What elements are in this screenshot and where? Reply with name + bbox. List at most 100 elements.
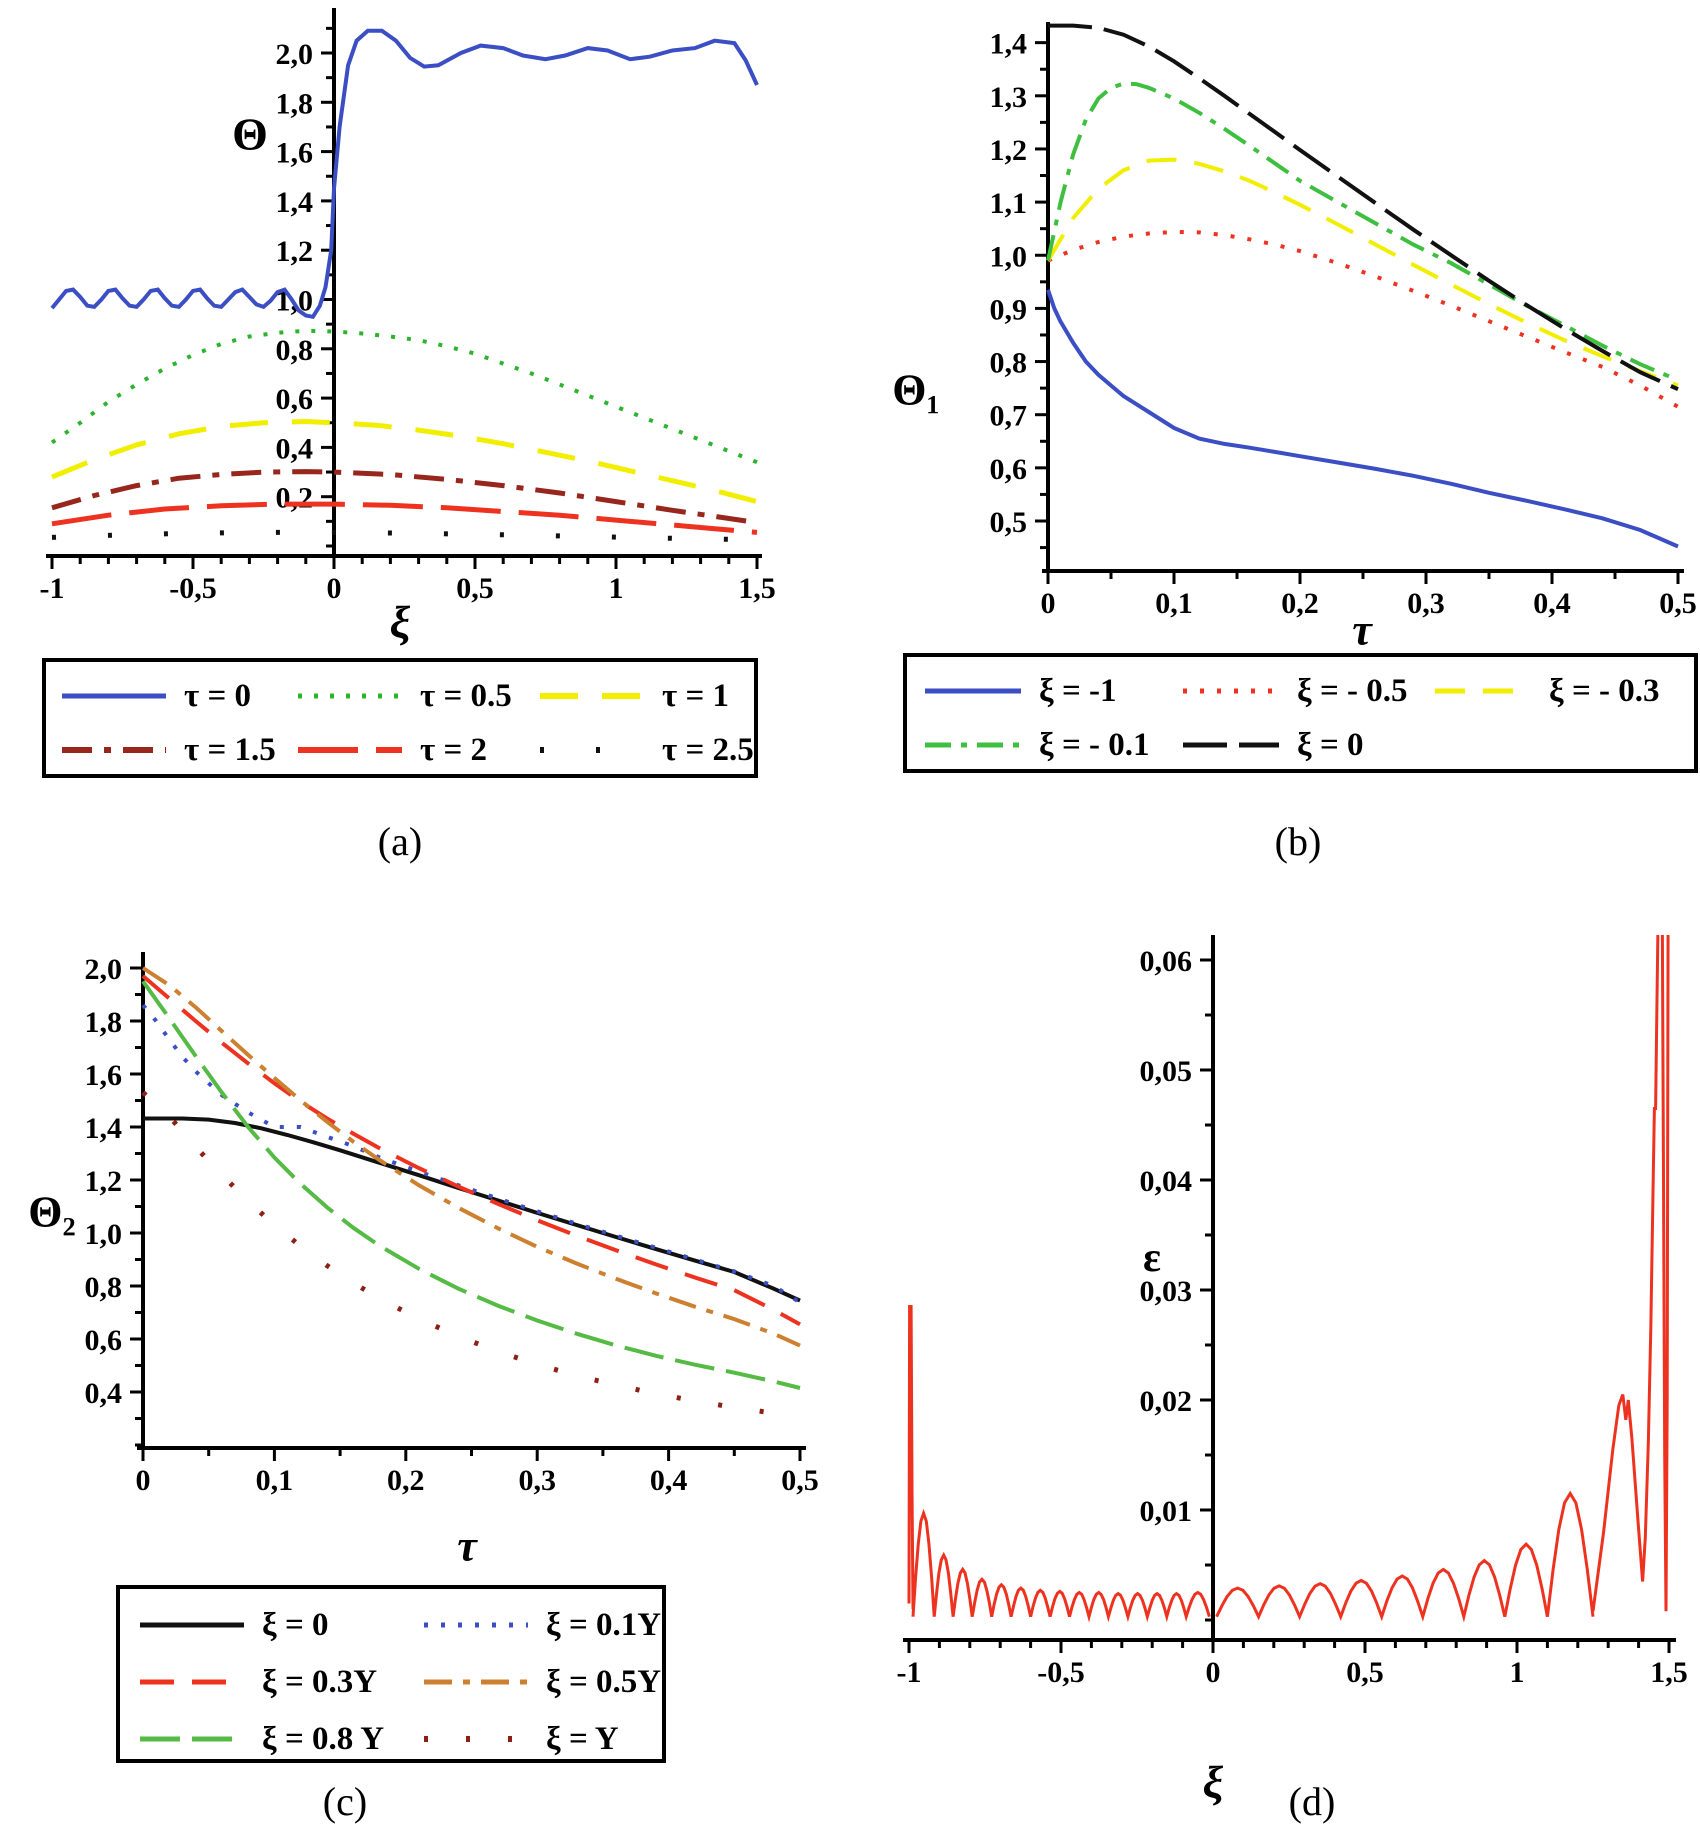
- legend-item-label: ξ = 0: [262, 1606, 329, 1643]
- y-tick-label: 1,2: [990, 134, 1028, 167]
- legend-item-label: ξ = - 0.1: [1039, 726, 1150, 763]
- legend-item-label: τ = 2.5: [662, 731, 754, 768]
- y-tick-label: 0,03: [1140, 1275, 1193, 1308]
- y-tick-label: 2,0: [276, 38, 314, 71]
- x-tick-label: 0,4: [1533, 587, 1571, 620]
- legend-line-sample: [925, 688, 1021, 694]
- y-tick-label: 0,06: [1140, 945, 1193, 978]
- x-tick-label: 0,5: [1346, 1656, 1384, 1689]
- x-tick-label: 0,2: [1281, 587, 1319, 620]
- legend-item-label: ξ = 0.1Υ: [546, 1606, 662, 1643]
- y-tick-label: 1,0: [990, 240, 1028, 273]
- series-c-5: [141, 1090, 801, 1420]
- legend-line-sample: [925, 742, 1021, 748]
- legend-item-c-5: ξ = Υ: [422, 1719, 619, 1759]
- legend-item-a-1: τ = 0.5: [296, 676, 512, 716]
- x-tick-label: 0: [327, 572, 342, 605]
- x-tick-label: 0,3: [1407, 587, 1445, 620]
- legend-item-b-0: ξ = -1: [923, 671, 1117, 711]
- legend-line-sample: [62, 747, 166, 753]
- panel-d: -1 -0,5 0 0,5 1 1,5 0,01 0,02 0,03 0,04 0,05 0,06: [897, 935, 1688, 1689]
- legend-item-label: ξ = - 0.5: [1297, 672, 1408, 709]
- y-tick-label: 1,6: [276, 137, 314, 170]
- legend-line-sample: [424, 1736, 528, 1742]
- series-b-0: [1046, 289, 1679, 549]
- x-tick-label: 0: [1206, 1656, 1221, 1689]
- series-c-3: [141, 966, 801, 1348]
- panel-c: 0 0,1 0,2 0,3 0,4 0,5 0,4 0,6 0,8 1,0 1,2 1,4 1,6 1,8…: [85, 952, 819, 1497]
- y-tick-label: 0,4: [276, 432, 314, 465]
- series-a-3: [51, 469, 758, 526]
- x-tick-label: 0,5: [1659, 587, 1697, 620]
- legend-line-sample: [424, 1622, 528, 1628]
- legend-item-a-5: τ = 2.5: [538, 730, 754, 770]
- panel-b: 0 0,1 0,2 0,3 0,4 0,5 0,5 0,6 0,7 0,8 0,9 1,0 1,1 1,2…: [990, 22, 1697, 620]
- x-tick-label: 0,1: [1155, 587, 1193, 620]
- y-tick-label: 0,6: [276, 383, 314, 416]
- y-axis-label-epsilon: ε: [1143, 1235, 1161, 1281]
- series-c-0: [143, 1116, 801, 1303]
- y-tick-label: 0,02: [1140, 1385, 1193, 1418]
- series-b-2: [1046, 157, 1679, 388]
- series-d-0: [907, 935, 1670, 1623]
- y-tick-label: 0,6: [85, 1324, 123, 1357]
- legend-item-a-2: τ = 1: [538, 676, 729, 716]
- y-tick-label: 0,7: [990, 400, 1028, 433]
- legend-item-label: ξ = 0.3Υ: [262, 1663, 378, 1700]
- series-a-4: [51, 501, 758, 535]
- y-tick-label: 1,4: [990, 28, 1028, 61]
- y-axis-label-theta1: Θ₁: [892, 365, 940, 415]
- y-axis-label-theta2: Θ₂: [28, 1187, 76, 1237]
- series-group: [141, 966, 802, 1420]
- legend-item-label: ξ = 0: [1297, 726, 1364, 763]
- legend-line-sample: [140, 1622, 244, 1628]
- y-tick-label: 0,4: [85, 1377, 123, 1410]
- legend-line-sample: [540, 693, 644, 699]
- series-a-1: [50, 328, 758, 465]
- legend-item-label: ξ = - 0.3: [1549, 672, 1660, 709]
- legend-item-a-3: τ = 1.5: [60, 730, 276, 770]
- legend-item-label: ξ = 0.5Υ: [546, 1663, 662, 1700]
- y-tick-label: 0,8: [85, 1271, 123, 1304]
- caption-b: (b): [1274, 819, 1322, 864]
- legend-panel-b: ξ = -1 ξ = - 0.5 ξ = - 0.3 ξ = - 0.1 ξ = 0: [903, 653, 1698, 773]
- series-b-3: [1046, 81, 1679, 383]
- legend-item-c-1: ξ = 0.1Υ: [422, 1605, 661, 1645]
- legend-line-sample: [1183, 742, 1279, 748]
- legend-item-a-0: τ = 0: [60, 676, 251, 716]
- legend-item-b-3: ξ = - 0.1: [923, 725, 1150, 765]
- legend-line-sample: [298, 693, 402, 699]
- series-group: [907, 935, 1670, 1623]
- y-tick-label: 1,8: [276, 87, 314, 120]
- legend-item-a-4: τ = 2: [296, 730, 487, 770]
- x-tick-label: 1,5: [1650, 1656, 1688, 1689]
- series-b-1: [1047, 229, 1679, 409]
- x-tick-label: -1: [40, 572, 65, 605]
- legend-item-label: ξ = 0.8 Υ: [262, 1720, 385, 1757]
- y-tick-label: 2,0: [85, 953, 123, 986]
- y-tick-label: 0,6: [990, 453, 1028, 486]
- x-tick-label: 0: [136, 1464, 151, 1497]
- legend-item-b-4: ξ = 0: [1181, 725, 1364, 765]
- y-tick-label: 0,05: [1140, 1055, 1193, 1088]
- x-tick-label: 1: [609, 572, 624, 605]
- legend-item-c-4: ξ = 0.8 Υ: [138, 1719, 384, 1759]
- x-axis-label-xi-a: ξ: [389, 596, 411, 648]
- y-tick-label: 1,8: [85, 1006, 123, 1039]
- legend-item-label: ξ = -1: [1039, 672, 1117, 709]
- series-a-2: [51, 418, 758, 505]
- x-axis-label-tau-c: τ: [457, 1521, 477, 1571]
- series-group: [50, 28, 759, 543]
- y-axis-label-theta: Θ: [232, 108, 268, 160]
- legend-line-sample: [298, 747, 402, 753]
- x-tick-label: -0,5: [169, 572, 217, 605]
- y-tick-label: 1,1: [990, 187, 1028, 220]
- x-tick-label: -0,5: [1037, 1656, 1085, 1689]
- series-b-4: [1048, 23, 1679, 392]
- legend-panel-c: ξ = 0 ξ = 0.1Υ ξ = 0.3Υ ξ = 0.5Υ ξ = 0.8 Υ ξ …: [116, 1585, 666, 1763]
- x-axis-label-tau-b: τ: [1352, 605, 1372, 655]
- legend-panel-a: τ = 0 τ = 0.5 τ = 1 τ = 1.5 τ = 2 τ = 2.5: [42, 658, 758, 778]
- legend-item-label: τ = 2: [420, 731, 488, 768]
